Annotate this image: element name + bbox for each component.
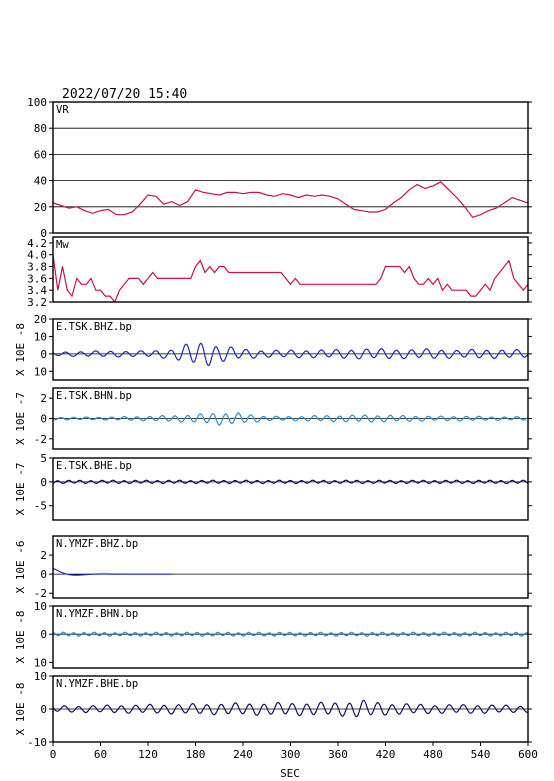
ytick-label-0: 0 (40, 227, 47, 240)
y-axis-label-n-ymzf-bhz-bp: X 10E -6 (14, 541, 27, 594)
panel-frame-n-ymzf-bhn-bp (52, 605, 529, 669)
ytick-label-1: 20 (34, 201, 47, 214)
y-axis-label-n-ymzf-bhe-bp: X 10E -8 (14, 683, 27, 736)
ytick-label-3: 60 (34, 148, 47, 161)
panel-frame-n-ymzf-bhz-bp (52, 535, 529, 599)
series-line-mw (52, 254, 529, 304)
ytick-label-2: 10 (34, 670, 47, 683)
panel-label-vr: VR (56, 104, 69, 116)
panel-stack: VR020406080100Mw3.23.43.63.84.04.2E.TSK.… (14, 96, 532, 749)
ytick-label-3: 20 (34, 313, 47, 326)
x-axis-label: SEC (280, 767, 300, 780)
panel-label-mw: Mw (56, 239, 69, 251)
ytick-label-2: 40 (34, 175, 47, 188)
series-line-e-tsk-bhe-bp (52, 479, 529, 485)
xtick-label-4: 240 (233, 748, 253, 761)
ytick-label-0: -2 (34, 433, 47, 446)
panel-e-tsk-bhn-bp: E.TSK.BHN.bp -2 0 2 X 10E -7 (14, 387, 532, 450)
y-axis-label-e-tsk-bhn-bp: X 10E -7 (14, 392, 27, 445)
panel-label-n-ymzf-bhn-bp: N.YMZF.BHN.bp (56, 608, 138, 620)
xtick-label-3: 180 (186, 748, 206, 761)
ytick-label-3: 3.8 (27, 261, 47, 274)
ytick-label-5: 4.2 (27, 237, 47, 250)
series-line-n-ymzf-bhn-bp (52, 631, 529, 637)
y-axis-label-e-tsk-bhe-bp: X 10E -7 (14, 463, 27, 516)
xtick-label-8: 480 (423, 748, 443, 761)
panel-e-tsk-bhz-bp: E.TSK.BHZ.bp 10 0 10 20 X 10E -8 (14, 313, 532, 381)
series-line-n-ymzf-bhe-bp (52, 699, 529, 718)
xtick-label-0: 0 (50, 748, 57, 761)
panel-label-e-tsk-bhz-bp: E.TSK.BHZ.bp (56, 321, 132, 333)
panel-label-n-ymzf-bhe-bp: N.YMZF.BHE.bp (56, 678, 138, 690)
panel-n-ymzf-bhn-bp: N.YMZF.BHN.bp 10 0 10 X 10E -8 (14, 600, 532, 669)
panel-n-ymzf-bhe-bp: N.YMZF.BHE.bp -10 0 10 X 10E -8 (14, 670, 532, 749)
ytick-label-2: 3.6 (27, 272, 47, 285)
series-line-vr (52, 181, 529, 219)
y-axis-label-n-ymzf-bhn-bp: X 10E -8 (14, 611, 27, 664)
x-axis: 0 60 120 180 240 300 360 420 480 540 600 (50, 742, 538, 761)
ytick-label-2: 10 (34, 600, 47, 613)
ytick-label-2: 5 (40, 452, 47, 465)
series-line-e-tsk-bhz-bp (52, 342, 529, 367)
y-axis-label-e-tsk-bhz-bp: X 10E -8 (14, 323, 27, 376)
ytick-label-0: -2 (34, 587, 47, 600)
ytick-label-1: 0 (40, 703, 47, 716)
datetime-header: 2022/07/20 15:40 (62, 87, 187, 102)
panel-label-e-tsk-bhe-bp: E.TSK.BHE.bp (56, 460, 132, 472)
panel-frame-e-tsk-bhe-bp (52, 457, 529, 521)
panel-mw: Mw 3.23.43.63.84.04.2 (27, 236, 532, 309)
panel-n-ymzf-bhz-bp: N.YMZF.BHZ.bp -2 0 2 X 10E -6 (14, 535, 532, 600)
xtick-label-5: 300 (281, 748, 301, 761)
xtick-label-10: 600 (518, 748, 538, 761)
ytick-label-4: 80 (34, 122, 47, 135)
panel-vr: VR 0 20 40 60 80 100 (27, 96, 532, 240)
xtick-label-1: 60 (94, 748, 107, 761)
ytick-label-0: 3.2 (27, 296, 47, 309)
panel-label-e-tsk-bhn-bp: E.TSK.BHN.bp (56, 390, 132, 402)
xtick-label-7: 420 (376, 748, 396, 761)
ytick-label-1: 0 (40, 628, 47, 641)
ytick-label-1: 0 (40, 413, 47, 426)
ytick-label-2: 10 (34, 330, 47, 343)
panel-frame-mw (52, 236, 529, 303)
ytick-label-1: 0 (40, 476, 47, 489)
xtick-label-9: 540 (471, 748, 491, 761)
panel-frame-e-tsk-bhz-bp (52, 318, 529, 381)
ytick-label-0: 10 (34, 365, 47, 378)
ytick-label-0: -10 (27, 736, 47, 749)
xtick-label-2: 120 (138, 748, 158, 761)
ytick-label-0: -5 (34, 500, 47, 513)
ytick-label-2: 2 (40, 549, 47, 562)
ytick-label-2: 2 (40, 392, 47, 405)
series-line-n-ymzf-bhz-bp (52, 567, 172, 576)
ytick-label-0: 10 (34, 656, 47, 669)
ytick-label-1: 0 (40, 348, 47, 361)
ytick-label-1: 3.4 (27, 284, 47, 297)
xtick-label-6: 360 (328, 748, 348, 761)
panel-frame-vr (52, 101, 529, 234)
ytick-label-5: 100 (27, 96, 47, 109)
ytick-label-4: 4.0 (27, 249, 47, 262)
panel-e-tsk-bhe-bp: E.TSK.BHE.bp -5 0 5 X 10E -7 (14, 452, 532, 521)
ytick-label-1: 0 (40, 568, 47, 581)
panel-label-n-ymzf-bhz-bp: N.YMZF.BHZ.bp (56, 538, 138, 550)
series-line-e-tsk-bhn-bp (52, 412, 529, 426)
